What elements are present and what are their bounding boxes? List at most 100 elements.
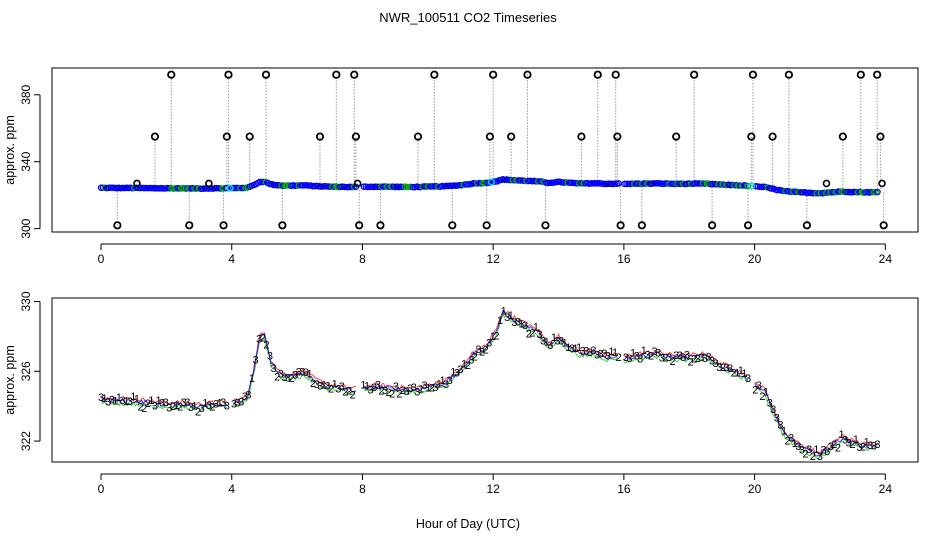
x-tick-label: 12 (486, 252, 500, 266)
data-point (615, 180, 622, 187)
series-marker-1: 1 (364, 380, 370, 392)
series-marker-1: 1 (641, 345, 647, 357)
series-marker-1: 1 (813, 444, 819, 456)
series-marker-3: 3 (281, 372, 287, 384)
cyan-point (747, 182, 755, 190)
series-marker-2: 2 (479, 347, 485, 359)
series-marker-1: 1 (130, 391, 136, 403)
series-marker-1: 1 (853, 434, 859, 446)
series-marker-3: 3 (382, 385, 388, 397)
reference-marker (878, 179, 886, 188)
series-marker-3: 3 (756, 380, 762, 392)
series-marker-3: 3 (159, 397, 165, 409)
y-tick-label: 300 (19, 218, 33, 238)
series-marker-1: 1 (781, 426, 787, 438)
outlier-point (593, 70, 602, 79)
series-line-3 (100, 309, 878, 457)
series-marker-2: 2 (195, 406, 201, 418)
series-marker-1: 1 (533, 322, 539, 334)
outlier-point (167, 70, 176, 79)
bottom-plot-frame (51, 297, 919, 463)
reference-marker (205, 179, 213, 188)
outlier-point (315, 132, 325, 141)
series-marker-1: 1 (734, 367, 740, 379)
outlier-point (616, 221, 625, 230)
series-marker-3: 3 (285, 372, 291, 384)
series-marker-1: 1 (173, 400, 179, 412)
series-marker-3: 3 (828, 441, 834, 453)
outlier-point (448, 221, 457, 230)
series-marker-1: 1 (608, 346, 614, 358)
series-marker-2: 2 (860, 441, 866, 453)
outlier-point (637, 221, 646, 230)
series-marker-1: 1 (763, 387, 769, 399)
x-tick-label: 20 (748, 252, 762, 266)
series-marker-3: 3 (404, 386, 410, 398)
outlier-point (611, 70, 620, 79)
outlier-point (376, 221, 385, 230)
series-marker-1: 1 (249, 373, 255, 385)
series-marker-3: 3 (558, 335, 564, 347)
series-marker-2: 2 (346, 385, 352, 397)
series-marker-1: 1 (436, 379, 442, 391)
outlier-point (690, 70, 699, 79)
series-marker-1: 1 (612, 347, 618, 359)
series-marker-2: 2 (389, 388, 395, 400)
outlier-point (113, 221, 122, 230)
series-marker-2: 2 (731, 367, 737, 379)
series-line-2 (100, 314, 878, 460)
series-marker-3: 3 (652, 346, 658, 358)
series-marker-2: 2 (810, 451, 816, 463)
outlier-point (507, 132, 516, 141)
series-marker-3: 3 (601, 348, 607, 360)
outlier-point (802, 221, 811, 230)
series-marker-3: 3 (432, 382, 438, 394)
series-marker-3: 3 (98, 392, 104, 404)
series-marker-3: 3 (666, 352, 672, 364)
series-marker-3: 3 (303, 367, 309, 379)
series-marker-3: 3 (238, 397, 244, 409)
series-marker-1: 1 (551, 332, 557, 344)
series-marker-3: 3 (443, 379, 449, 391)
series-marker-1: 1 (630, 347, 636, 359)
x-axis-label: Hour of Day (UTC) (416, 517, 520, 531)
series-marker-1: 1 (360, 380, 366, 392)
outlier-point (672, 132, 681, 141)
series-marker-3: 3 (511, 317, 517, 329)
series-marker-3: 3 (393, 381, 399, 393)
series-marker-3: 3 (713, 358, 719, 370)
outlier-point (876, 132, 885, 141)
series-marker-1: 1 (321, 380, 327, 392)
outlier-point (332, 70, 341, 79)
series-marker-1: 1 (497, 315, 503, 327)
series-marker-3: 3 (537, 329, 543, 341)
outlier-point (413, 132, 423, 141)
series-marker-2: 2 (695, 353, 701, 365)
series-marker-3: 3 (795, 441, 801, 453)
series-marker-3: 3 (702, 353, 708, 365)
series-marker-3: 3 (874, 439, 880, 451)
series-marker-2: 2 (529, 328, 535, 340)
data-point (797, 189, 805, 196)
y-tick-label: 380 (19, 84, 33, 104)
series-marker-2: 2 (803, 448, 809, 460)
series-marker-3: 3 (867, 440, 873, 452)
series-marker-3: 3 (184, 397, 190, 409)
series-marker-3: 3 (292, 370, 298, 382)
series-line-1 (100, 309, 878, 457)
series-marker-3: 3 (213, 399, 219, 411)
series-marker-2: 2 (350, 389, 356, 401)
series-marker-3: 3 (598, 349, 604, 361)
series-marker-3: 3 (224, 401, 230, 413)
outlier-point (873, 70, 882, 79)
series-marker-3: 3 (698, 352, 704, 364)
series-marker-1: 1 (306, 368, 312, 380)
y-tick-label: 340 (19, 151, 33, 171)
x-tick-label: 12 (486, 482, 500, 496)
series-marker-2: 2 (493, 330, 499, 342)
reference-marker (822, 179, 831, 188)
series-marker-3: 3 (457, 364, 463, 376)
series-marker-3: 3 (368, 384, 374, 396)
outlier-point (150, 132, 160, 141)
